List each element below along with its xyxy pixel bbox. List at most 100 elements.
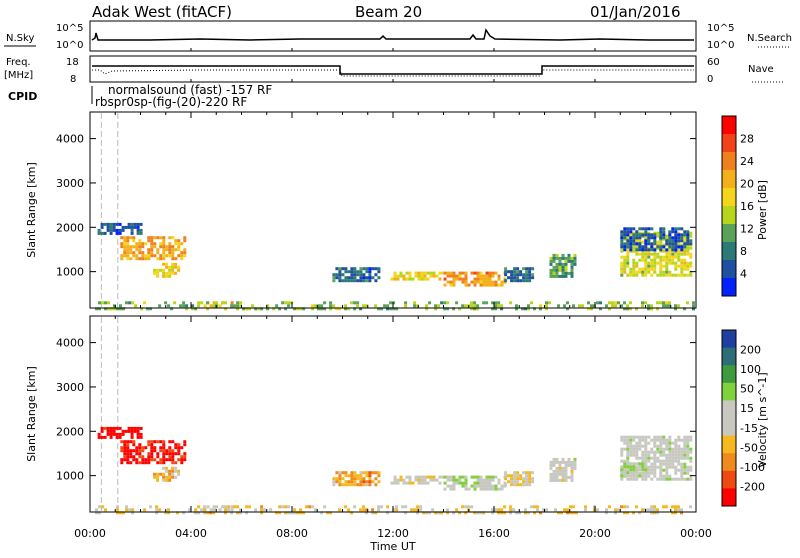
velocity-cell xyxy=(464,484,468,488)
power-cell xyxy=(177,242,181,246)
power-cell xyxy=(368,273,372,277)
velocity-cell xyxy=(530,505,533,509)
velocity-cell xyxy=(567,475,571,479)
velocity-cell xyxy=(432,478,436,482)
velocity-cell xyxy=(464,505,468,509)
power-cell xyxy=(260,307,264,311)
power-cell xyxy=(156,271,160,275)
power-cell xyxy=(371,267,375,271)
velocity-cell xyxy=(215,505,219,509)
velocity-cell xyxy=(452,487,456,491)
power-cell xyxy=(396,277,400,281)
velocity-cell xyxy=(638,465,642,469)
velocity-cell xyxy=(347,474,351,478)
velocity-cell xyxy=(144,446,148,450)
power-cell xyxy=(123,251,127,255)
power-cell xyxy=(662,258,666,262)
velocity-cell xyxy=(197,511,201,515)
velocity-cell xyxy=(150,458,154,462)
velocity-cell xyxy=(644,453,648,457)
velocity-cell xyxy=(230,505,234,509)
power-cell xyxy=(150,245,154,249)
power-cell xyxy=(644,227,648,231)
power-cell xyxy=(338,279,342,283)
velocity-cell xyxy=(641,465,645,469)
velocity-cell xyxy=(473,475,477,479)
power-cell xyxy=(446,274,450,278)
power-cell xyxy=(162,242,166,246)
colorbar-tick-label: 16 xyxy=(740,200,754,213)
velocity-cell xyxy=(311,505,315,509)
power-cell xyxy=(689,273,693,277)
velocity-cell xyxy=(662,450,666,454)
power-cell xyxy=(686,301,689,305)
power-cell xyxy=(335,273,339,277)
power-cell xyxy=(180,254,184,258)
velocity-cell xyxy=(680,508,683,512)
power-cell xyxy=(191,304,195,308)
y-tick-label: 1000 xyxy=(56,266,84,279)
power-cell xyxy=(171,265,175,269)
velocity-cell xyxy=(497,511,501,515)
velocity-cell xyxy=(665,456,669,460)
velocity-cell xyxy=(174,461,178,465)
power-cell xyxy=(650,258,654,262)
power-cell xyxy=(525,267,529,271)
velocity-cell xyxy=(426,481,430,485)
power-cell xyxy=(120,254,124,258)
power-cell xyxy=(103,222,107,226)
power-cell xyxy=(106,228,110,232)
power-cell xyxy=(647,307,650,311)
velocity-cell xyxy=(641,471,645,475)
colorbar-frame xyxy=(721,115,737,297)
power-cell xyxy=(485,280,489,284)
power-cell xyxy=(156,251,160,255)
velocity-cell xyxy=(248,505,252,509)
date-title: 01/Jan/2016 xyxy=(590,3,681,21)
velocity-cell xyxy=(668,450,672,454)
velocity-cell xyxy=(371,480,375,484)
power-cell xyxy=(113,304,116,308)
power-cell xyxy=(635,248,639,252)
velocity-cell xyxy=(353,474,357,478)
power-cell xyxy=(479,283,483,287)
power-cell xyxy=(620,304,623,308)
velocity-cell xyxy=(416,508,420,512)
velocity-cell xyxy=(101,505,104,509)
velocity-cell xyxy=(525,480,529,484)
velocity-cell xyxy=(635,505,638,509)
power-cell xyxy=(656,245,660,249)
power-cell xyxy=(153,254,157,258)
power-cell xyxy=(549,268,553,272)
power-cell xyxy=(650,245,654,249)
velocity-cell xyxy=(522,477,526,481)
power-cell xyxy=(168,268,172,272)
velocity-cell xyxy=(405,475,409,479)
power-cell xyxy=(464,280,468,284)
velocity-cell xyxy=(650,456,654,460)
velocity-cell xyxy=(683,444,687,448)
power-cell xyxy=(98,301,101,305)
velocity-cell xyxy=(443,487,447,491)
velocity-cell xyxy=(659,471,663,475)
velocity-cell xyxy=(558,466,562,470)
colorbar-swatch xyxy=(722,260,736,279)
velocity-cell xyxy=(159,458,163,462)
power-cell xyxy=(680,258,684,262)
freq-panel xyxy=(89,55,697,83)
velocity-cell xyxy=(423,478,427,482)
power-cell xyxy=(626,230,630,234)
power-cell xyxy=(344,276,348,280)
power-cell xyxy=(558,259,562,263)
power-cell xyxy=(671,255,675,259)
velocity-cell xyxy=(338,471,342,475)
velocity-cell xyxy=(485,484,489,488)
power-cell xyxy=(171,268,175,272)
velocity-cell xyxy=(686,435,690,439)
power-cell xyxy=(668,245,672,249)
velocity-cell xyxy=(417,481,421,485)
velocity-cell xyxy=(260,511,264,515)
velocity-cell xyxy=(647,441,651,445)
power-cell xyxy=(513,273,517,277)
power-cell xyxy=(650,304,653,308)
